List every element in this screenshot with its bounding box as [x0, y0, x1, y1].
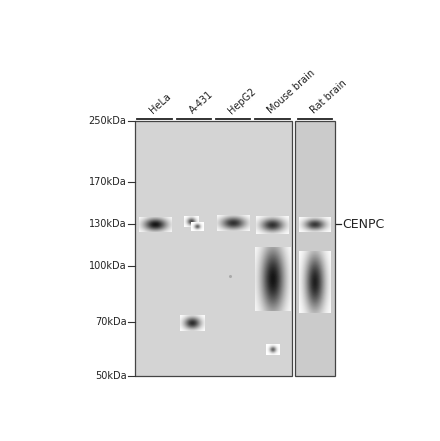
Text: HepG2: HepG2 [227, 86, 258, 116]
Text: A-431: A-431 [187, 90, 215, 116]
Text: 250kDa: 250kDa [89, 116, 127, 126]
Text: 170kDa: 170kDa [89, 177, 127, 187]
Text: 70kDa: 70kDa [95, 317, 127, 327]
Text: 100kDa: 100kDa [89, 261, 127, 271]
Text: Rat brain: Rat brain [308, 78, 348, 116]
Text: CENPC: CENPC [342, 218, 385, 231]
Bar [295, 121, 334, 376]
Text: 130kDa: 130kDa [89, 219, 127, 229]
Text: HeLa: HeLa [148, 92, 173, 116]
Text: 50kDa: 50kDa [95, 370, 127, 381]
Bar [135, 121, 292, 376]
Text: Mouse brain: Mouse brain [266, 68, 317, 116]
